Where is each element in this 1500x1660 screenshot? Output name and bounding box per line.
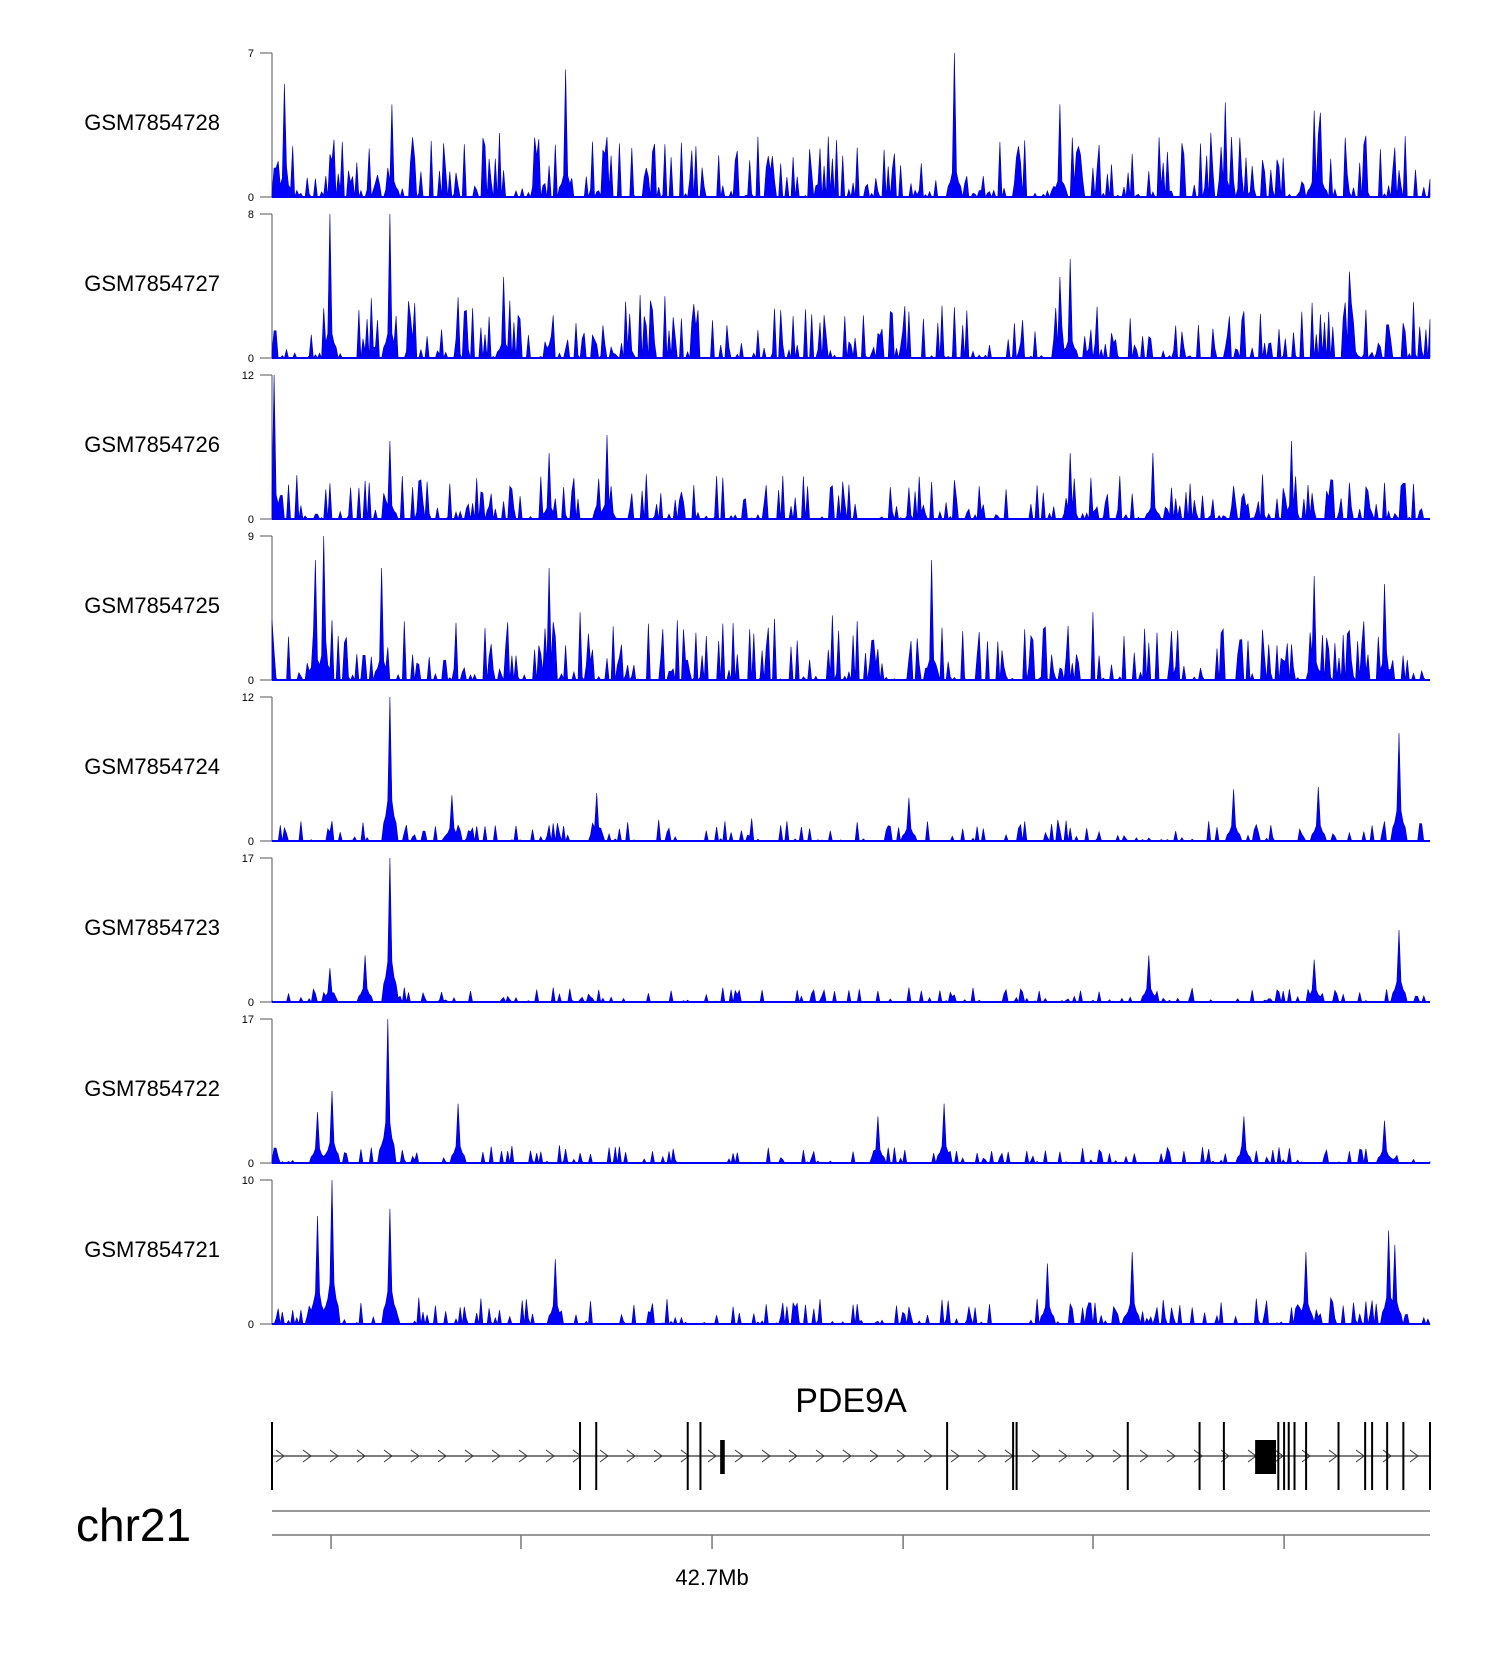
strand-arrow-icon [1139,1449,1149,1463]
y-tick-label-min: 0 [248,997,254,1009]
strand-arrow-icon [1031,1449,1041,1463]
y-tick-label-max: 17 [242,1014,254,1026]
y-tick-label-min: 0 [248,675,254,687]
strand-arrow-icon [761,1449,771,1463]
track-label: GSM7854722 [84,1076,220,1101]
strand-arrow-icon [653,1449,663,1463]
strand-arrow-icon [1085,1449,1095,1463]
signal-area [271,1018,1431,1165]
track-GSM7854727: GSM7854727 8 0 [84,209,1431,365]
signal-area [271,213,1431,360]
track-GSM7854723: GSM7854723 17 0 [84,853,1430,1009]
strand-arrow-icon [437,1449,447,1463]
track-GSM7854726: GSM7854726 12 0 [84,370,1431,526]
chromosome-label: chr21 [76,1499,191,1551]
strand-arrow-icon [788,1449,798,1463]
strand-arrow-icon [1409,1449,1419,1463]
track-GSM7854722: GSM7854722 17 0 [84,1014,1431,1170]
strand-arrow-icon [383,1449,393,1463]
y-tick-label-min: 0 [248,1319,254,1331]
strand-arrow-icon [329,1449,339,1463]
y-tick-label-min: 0 [248,1158,254,1170]
y-tick-label-max: 17 [242,853,254,865]
track-label: GSM7854726 [84,432,220,457]
y-tick-label-max: 12 [242,692,254,704]
strand-arrow-icon [491,1449,501,1463]
signal-area [271,696,1430,843]
strand-arrow-icon [869,1449,879,1463]
strand-arrow-icon [842,1449,852,1463]
y-tick-label-min: 0 [248,192,254,204]
y-tick-label-max: 8 [248,209,254,221]
strand-arrow-icon [545,1449,555,1463]
signal-area [271,1179,1431,1326]
y-tick-label-max: 9 [248,531,254,543]
strand-arrow-icon [923,1449,933,1463]
strand-arrow-icon [518,1449,528,1463]
strand-arrow-icon [1166,1449,1176,1463]
strand-arrow-icon [626,1449,636,1463]
chromosome-axis: chr21 42.7Mb [76,1499,1430,1590]
x-tick-label: 42.7Mb [675,1565,748,1590]
track-label: GSM7854728 [84,110,220,135]
signal-area [271,857,1430,1004]
strand-arrow-icon [1355,1449,1365,1463]
y-tick-label-max: 12 [242,370,254,382]
strand-arrow-icon [599,1449,609,1463]
track-GSM7854724: GSM7854724 12 0 [84,692,1430,848]
signal-area [271,52,1431,199]
signal-area [271,374,1431,521]
strand-arrow-icon [1328,1449,1338,1463]
y-tick-label-min: 0 [248,514,254,526]
coding-exon [1255,1440,1276,1474]
track-GSM7854721: GSM7854721 10 0 [84,1175,1431,1331]
strand-arrow-icon [1382,1449,1392,1463]
strand-arrow-icon [734,1449,744,1463]
track-GSM7854725: GSM7854725 9 0 [84,531,1430,687]
strand-arrow-icon [1058,1449,1068,1463]
strand-arrow-icon [410,1449,420,1463]
track-label: GSM7854725 [84,593,220,618]
track-GSM7854728: GSM7854728 7 0 [84,48,1431,204]
strand-arrow-icon [275,1449,285,1463]
strand-arrow-icon [815,1449,825,1463]
strand-arrow-icon [950,1449,960,1463]
signal-area [271,535,1430,681]
strand-arrow-icon [707,1449,717,1463]
strand-arrow-icon [356,1449,366,1463]
track-label: GSM7854724 [84,754,220,779]
coding-exon [720,1440,725,1474]
strand-arrow-icon [1112,1449,1122,1463]
y-tick-label-min: 0 [248,353,254,365]
track-label: GSM7854727 [84,271,220,296]
strand-arrow-icon [977,1449,987,1463]
strand-arrow-icon [464,1449,474,1463]
gene-track: PDE9A [271,1382,1431,1490]
y-tick-label-max: 10 [242,1175,254,1187]
y-tick-label-max: 7 [248,48,254,60]
strand-arrow-icon [896,1449,906,1463]
gene-name: PDE9A [795,1382,907,1420]
track-label: GSM7854723 [84,915,220,940]
strand-arrow-icon [1301,1449,1311,1463]
y-tick-label-min: 0 [248,836,254,848]
strand-arrow-icon [1193,1449,1203,1463]
strand-arrow-icon [302,1449,312,1463]
track-label: GSM7854721 [84,1237,220,1262]
strand-arrow-icon [680,1449,690,1463]
